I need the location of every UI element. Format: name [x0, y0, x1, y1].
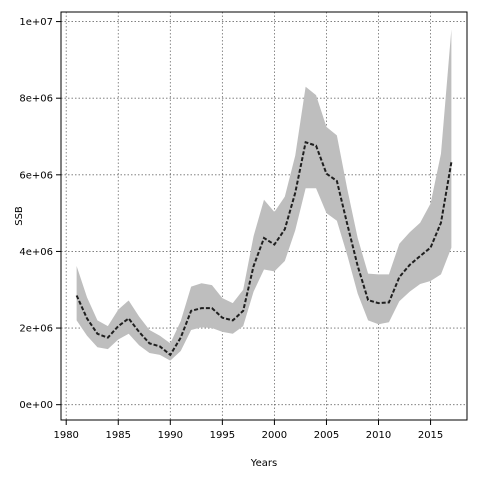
- ssb-series-line: [75, 140, 453, 357]
- x-tick-label: 2000: [262, 430, 287, 441]
- y-tick-label: 8e+06: [19, 94, 53, 105]
- x-tick-label: 1990: [158, 430, 183, 441]
- x-tick-label: 2010: [366, 430, 391, 441]
- x-tick-label: 1980: [53, 430, 78, 441]
- x-axis: 1980 1985 1990 1995 2000 2005 2010 2015: [53, 420, 443, 441]
- x-tick-label: 2015: [418, 430, 443, 441]
- plot-frame: [60, 11, 468, 421]
- y-tick-label: 1e+07: [19, 17, 53, 28]
- x-tick-label: 1995: [210, 430, 235, 441]
- y-axis-label: SSB: [14, 206, 25, 226]
- y-tick-label: 6e+06: [19, 170, 53, 181]
- y-tick-label: 4e+06: [19, 247, 53, 258]
- confidence-band: [76, 29, 452, 361]
- y-tick-label: 0e+00: [19, 400, 53, 411]
- y-axis: 0e+00 2e+06 4e+06 6e+06 8e+06 1e+07: [19, 17, 61, 411]
- y-tick-label: 2e+06: [19, 324, 53, 335]
- x-axis-label: Years: [250, 458, 277, 469]
- x-tick-label: 2005: [314, 430, 339, 441]
- x-tick-label: 1985: [106, 430, 131, 441]
